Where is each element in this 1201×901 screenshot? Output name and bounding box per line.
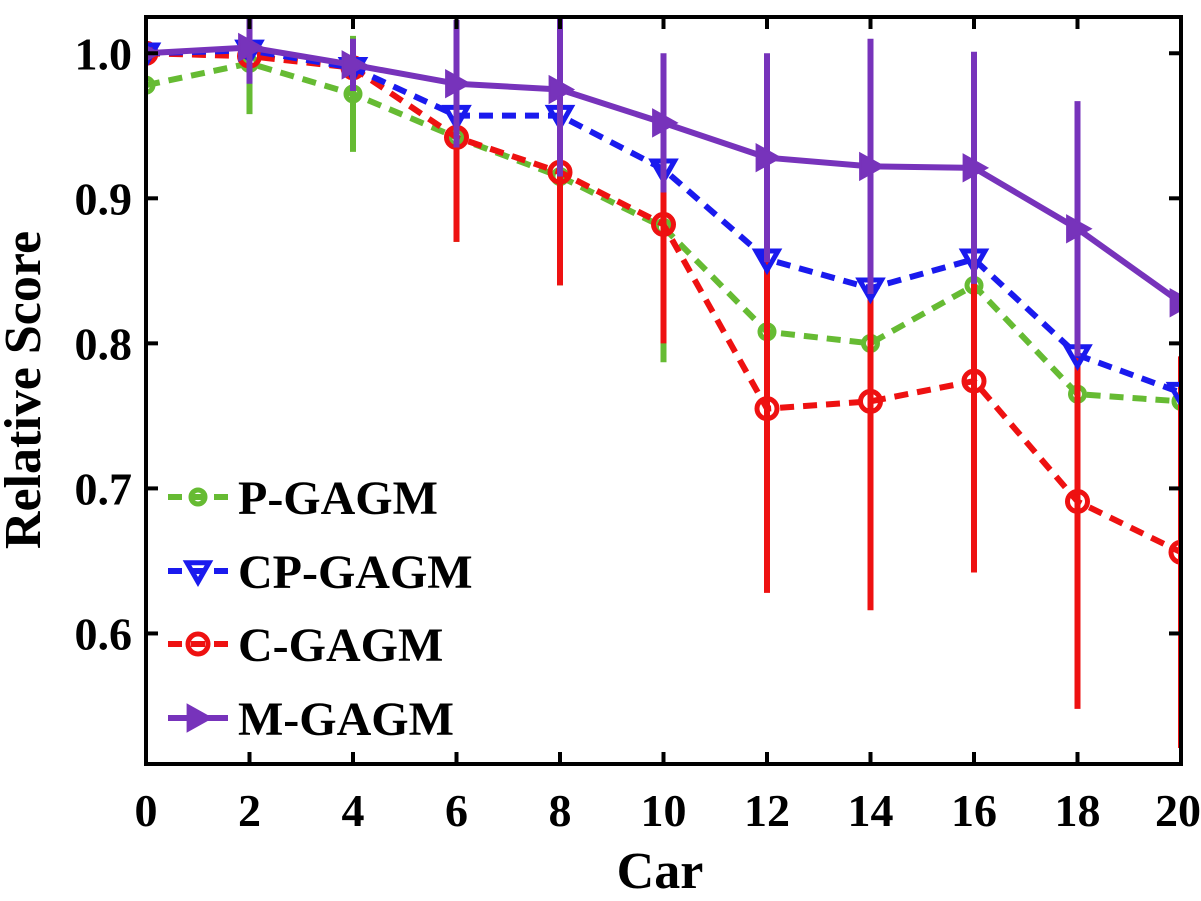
legend-label-c-gagm: C-GAGM [238,619,443,672]
data-point-cp-gagm-20 [1165,381,1181,409]
data-point-m-gagm-18 [1066,214,1093,244]
y-tick-label-0.6: 0.6 [75,608,133,659]
data-point-m-gagm-2 [238,32,265,63]
data-point-m-gagm-12 [755,142,783,173]
legend: P-GAGM CP-GAGM C-GAGM M-GAGM [168,472,473,746]
legend-item-m-gagm: M-GAGM [168,693,454,746]
x-tick-label-2: 2 [238,785,261,836]
series-m-gagm [146,17,1181,357]
x-tick-label-14: 14 [848,785,894,836]
x-tick-label-8: 8 [549,785,572,836]
y-tick-label-0.8: 0.8 [75,318,133,369]
legend-marker-m-gagm [186,703,214,733]
data-point-c-gagm-10 [651,211,676,237]
data-point-c-gagm-20 [1168,539,1181,565]
legend-label-m-gagm: M-GAGM [238,693,454,746]
data-point-m-gagm-16 [962,153,990,183]
x-tick-label-16: 16 [951,785,997,836]
x-tick-label-6: 6 [445,785,468,836]
data-point-c-gagm-14 [858,388,883,414]
y-axis-label: Relative Score [0,231,52,549]
data-point-m-gagm-6 [445,69,472,99]
plot-area [146,17,1181,749]
legend-marker-cp-gagm [182,560,214,588]
x-tick-label-4: 4 [342,785,365,836]
data-point-c-gagm-12 [754,396,780,422]
legend-item-p-gagm: P-GAGM [168,472,438,525]
x-tick-label-18: 18 [1055,785,1101,836]
x-tick-label-12: 12 [744,785,790,836]
data-point-m-gagm-10 [652,108,679,138]
legend-label-cp-gagm: CP-GAGM [238,546,473,599]
legend-item-c-gagm: C-GAGM [168,619,443,672]
data-point-c-gagm-18 [1065,488,1090,514]
legend-marker-c-gagm [185,631,211,657]
x-tick-label-20: 20 [1155,785,1201,836]
y-tick-label-0.9: 0.9 [75,173,133,224]
y-tick-label-1: 1.0 [75,28,133,79]
data-point-p-gagm-0 [146,75,156,95]
data-point-m-gagm-8 [548,74,576,105]
x-tick-label-0: 0 [135,785,158,836]
y-tick-label-0.7: 0.7 [75,463,133,514]
data-point-m-gagm-4 [341,50,369,80]
legend-label-p-gagm: P-GAGM [238,472,438,525]
legend-marker-p-gagm [188,487,208,507]
data-point-c-gagm-16 [961,368,987,394]
data-point-m-gagm-14 [859,151,886,182]
x-axis-label: Car [617,843,704,900]
x-tick-label-10: 10 [641,785,687,836]
legend-item-cp-gagm: CP-GAGM [168,546,473,599]
data-point-p-gagm-20 [1171,391,1181,411]
series-line-p-gagm [146,60,1181,405]
axes: 0 2 4 6 8 10 12 14 16 18 20 0.6 0.7 0.8 0.9 1.0 [75,15,1201,836]
data-point-m-gagm-20 [1169,288,1181,318]
